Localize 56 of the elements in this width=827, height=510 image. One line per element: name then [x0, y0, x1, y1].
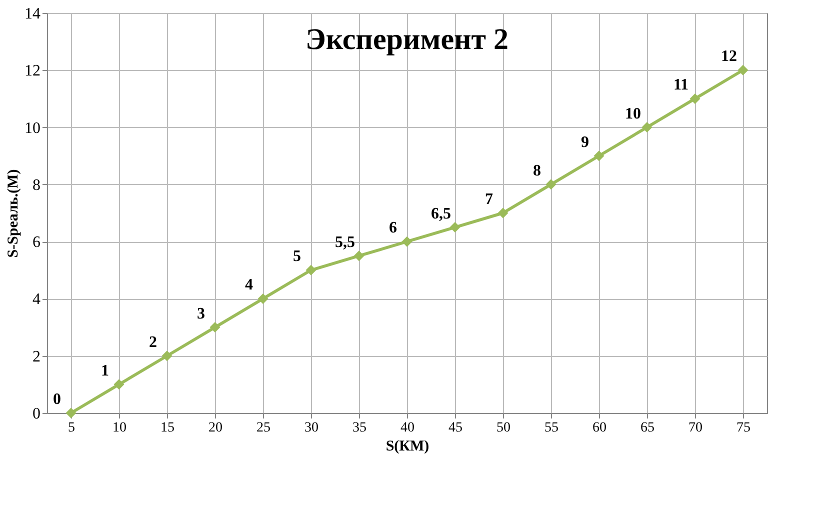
point — [402, 236, 412, 247]
y-tick-label: 8 — [32, 176, 40, 194]
data-label: 0 — [53, 391, 61, 408]
point — [738, 64, 748, 76]
y-tick-label: 10 — [24, 120, 40, 137]
point — [642, 122, 652, 133]
x-tick-label: 65 — [640, 420, 654, 436]
point — [210, 322, 220, 333]
point — [354, 250, 364, 262]
data-label: 10 — [625, 105, 641, 122]
data-label: 2 — [149, 334, 157, 351]
x-tick-label: 60 — [592, 420, 606, 436]
data-label: 11 — [673, 76, 689, 94]
data-label: 1 — [101, 362, 109, 380]
data-label: 9 — [581, 134, 589, 151]
data-label: 8 — [533, 162, 541, 180]
x-tick-label: 40 — [400, 420, 414, 436]
point — [546, 179, 556, 190]
point — [594, 150, 604, 162]
data-label: 5 — [293, 248, 301, 266]
y-tick-label: 6 — [32, 234, 40, 252]
point — [258, 293, 268, 304]
x-axis-title: S(КМ) — [386, 438, 430, 454]
y-tick-label: 14 — [24, 6, 40, 22]
x-tick-label: 10 — [112, 420, 126, 436]
point — [498, 208, 508, 218]
x-tick-label: 75 — [736, 420, 750, 436]
point — [306, 264, 316, 276]
x-tick-label: 15 — [160, 420, 174, 436]
data-label: 5,5 — [335, 234, 355, 251]
x-tick-label: 20 — [208, 420, 222, 436]
x-tick-label: 70 — [688, 420, 702, 436]
data-label: 6,5 — [431, 205, 451, 222]
point — [690, 93, 700, 104]
x-tick-label: 25 — [256, 420, 270, 436]
data-label: 7 — [485, 191, 493, 208]
x-tick-label: 35 — [352, 420, 366, 436]
point — [450, 222, 460, 233]
x-tick-label: 5 — [68, 420, 75, 436]
y-tick-label: 12 — [24, 62, 40, 80]
point — [66, 408, 76, 418]
x-tick-label: 55 — [544, 420, 558, 436]
point — [162, 350, 172, 362]
y-tick-label: 0 — [32, 406, 40, 422]
chart-title: Эксперимент 2 — [305, 23, 509, 56]
y-tick-label: 2 — [32, 348, 40, 366]
x-tick-label: 45 — [448, 420, 462, 436]
data-label: 4 — [245, 276, 253, 294]
data-label: 6 — [389, 220, 397, 237]
data-label: 12 — [721, 48, 737, 66]
y-axis-title: S-Sреаль.(М) — [6, 169, 22, 258]
x-tick-label: 30 — [304, 420, 318, 436]
x-tick-label: 50 — [496, 420, 510, 436]
data-label: 3 — [197, 305, 205, 322]
y-tick-label: 4 — [32, 291, 40, 308]
point — [114, 379, 124, 390]
